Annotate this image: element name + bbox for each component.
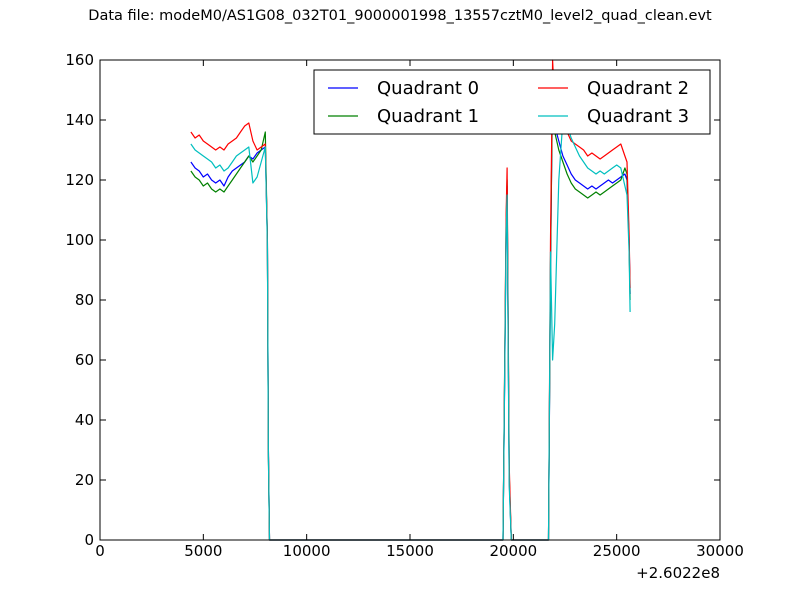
series-line-quadrant-3 [190,119,631,541]
y-tick-label: 80 [75,291,94,309]
legend-label-quadrant-3: Quadrant 3 [587,106,689,127]
x-tick-label: 10000 [283,542,331,560]
x-tick-label: 5000 [184,542,222,560]
y-tick-label: 60 [75,351,94,369]
legend-label-quadrant-1: Quadrant 1 [377,106,479,127]
y-tick-label: 0 [84,531,94,549]
legend-label-quadrant-2: Quadrant 2 [587,78,689,99]
x-tick-label: 0 [95,542,105,560]
y-tick-label: 140 [65,111,94,129]
x-axis: 0 5000 10000 15000 20000 25000 30000 [95,60,744,560]
chart-title: Data file: modeM0/AS1G08_032T01_90000019… [88,8,712,24]
legend-label-quadrant-0: Quadrant 0 [377,78,479,99]
legend: Quadrant 0 Quadrant 1 Quadrant 2 Quadrant 3 [313,69,711,135]
y-tick-label: 120 [65,171,94,189]
y-tick-label: 100 [65,231,94,249]
y-axis: 0 20 40 60 80 100 120 140 160 [65,51,720,549]
x-offset-label: +2.6022e8 [636,564,720,582]
legend-box [313,69,711,135]
y-tick-label: 160 [65,51,94,69]
x-tick-label: 30000 [696,542,744,560]
x-tick-label: 20000 [489,542,537,560]
y-tick-label: 40 [75,411,94,429]
x-tick-label: 15000 [386,542,434,560]
y-tick-label: 20 [75,471,94,489]
series-layer [190,59,631,541]
x-tick-label: 25000 [593,542,641,560]
